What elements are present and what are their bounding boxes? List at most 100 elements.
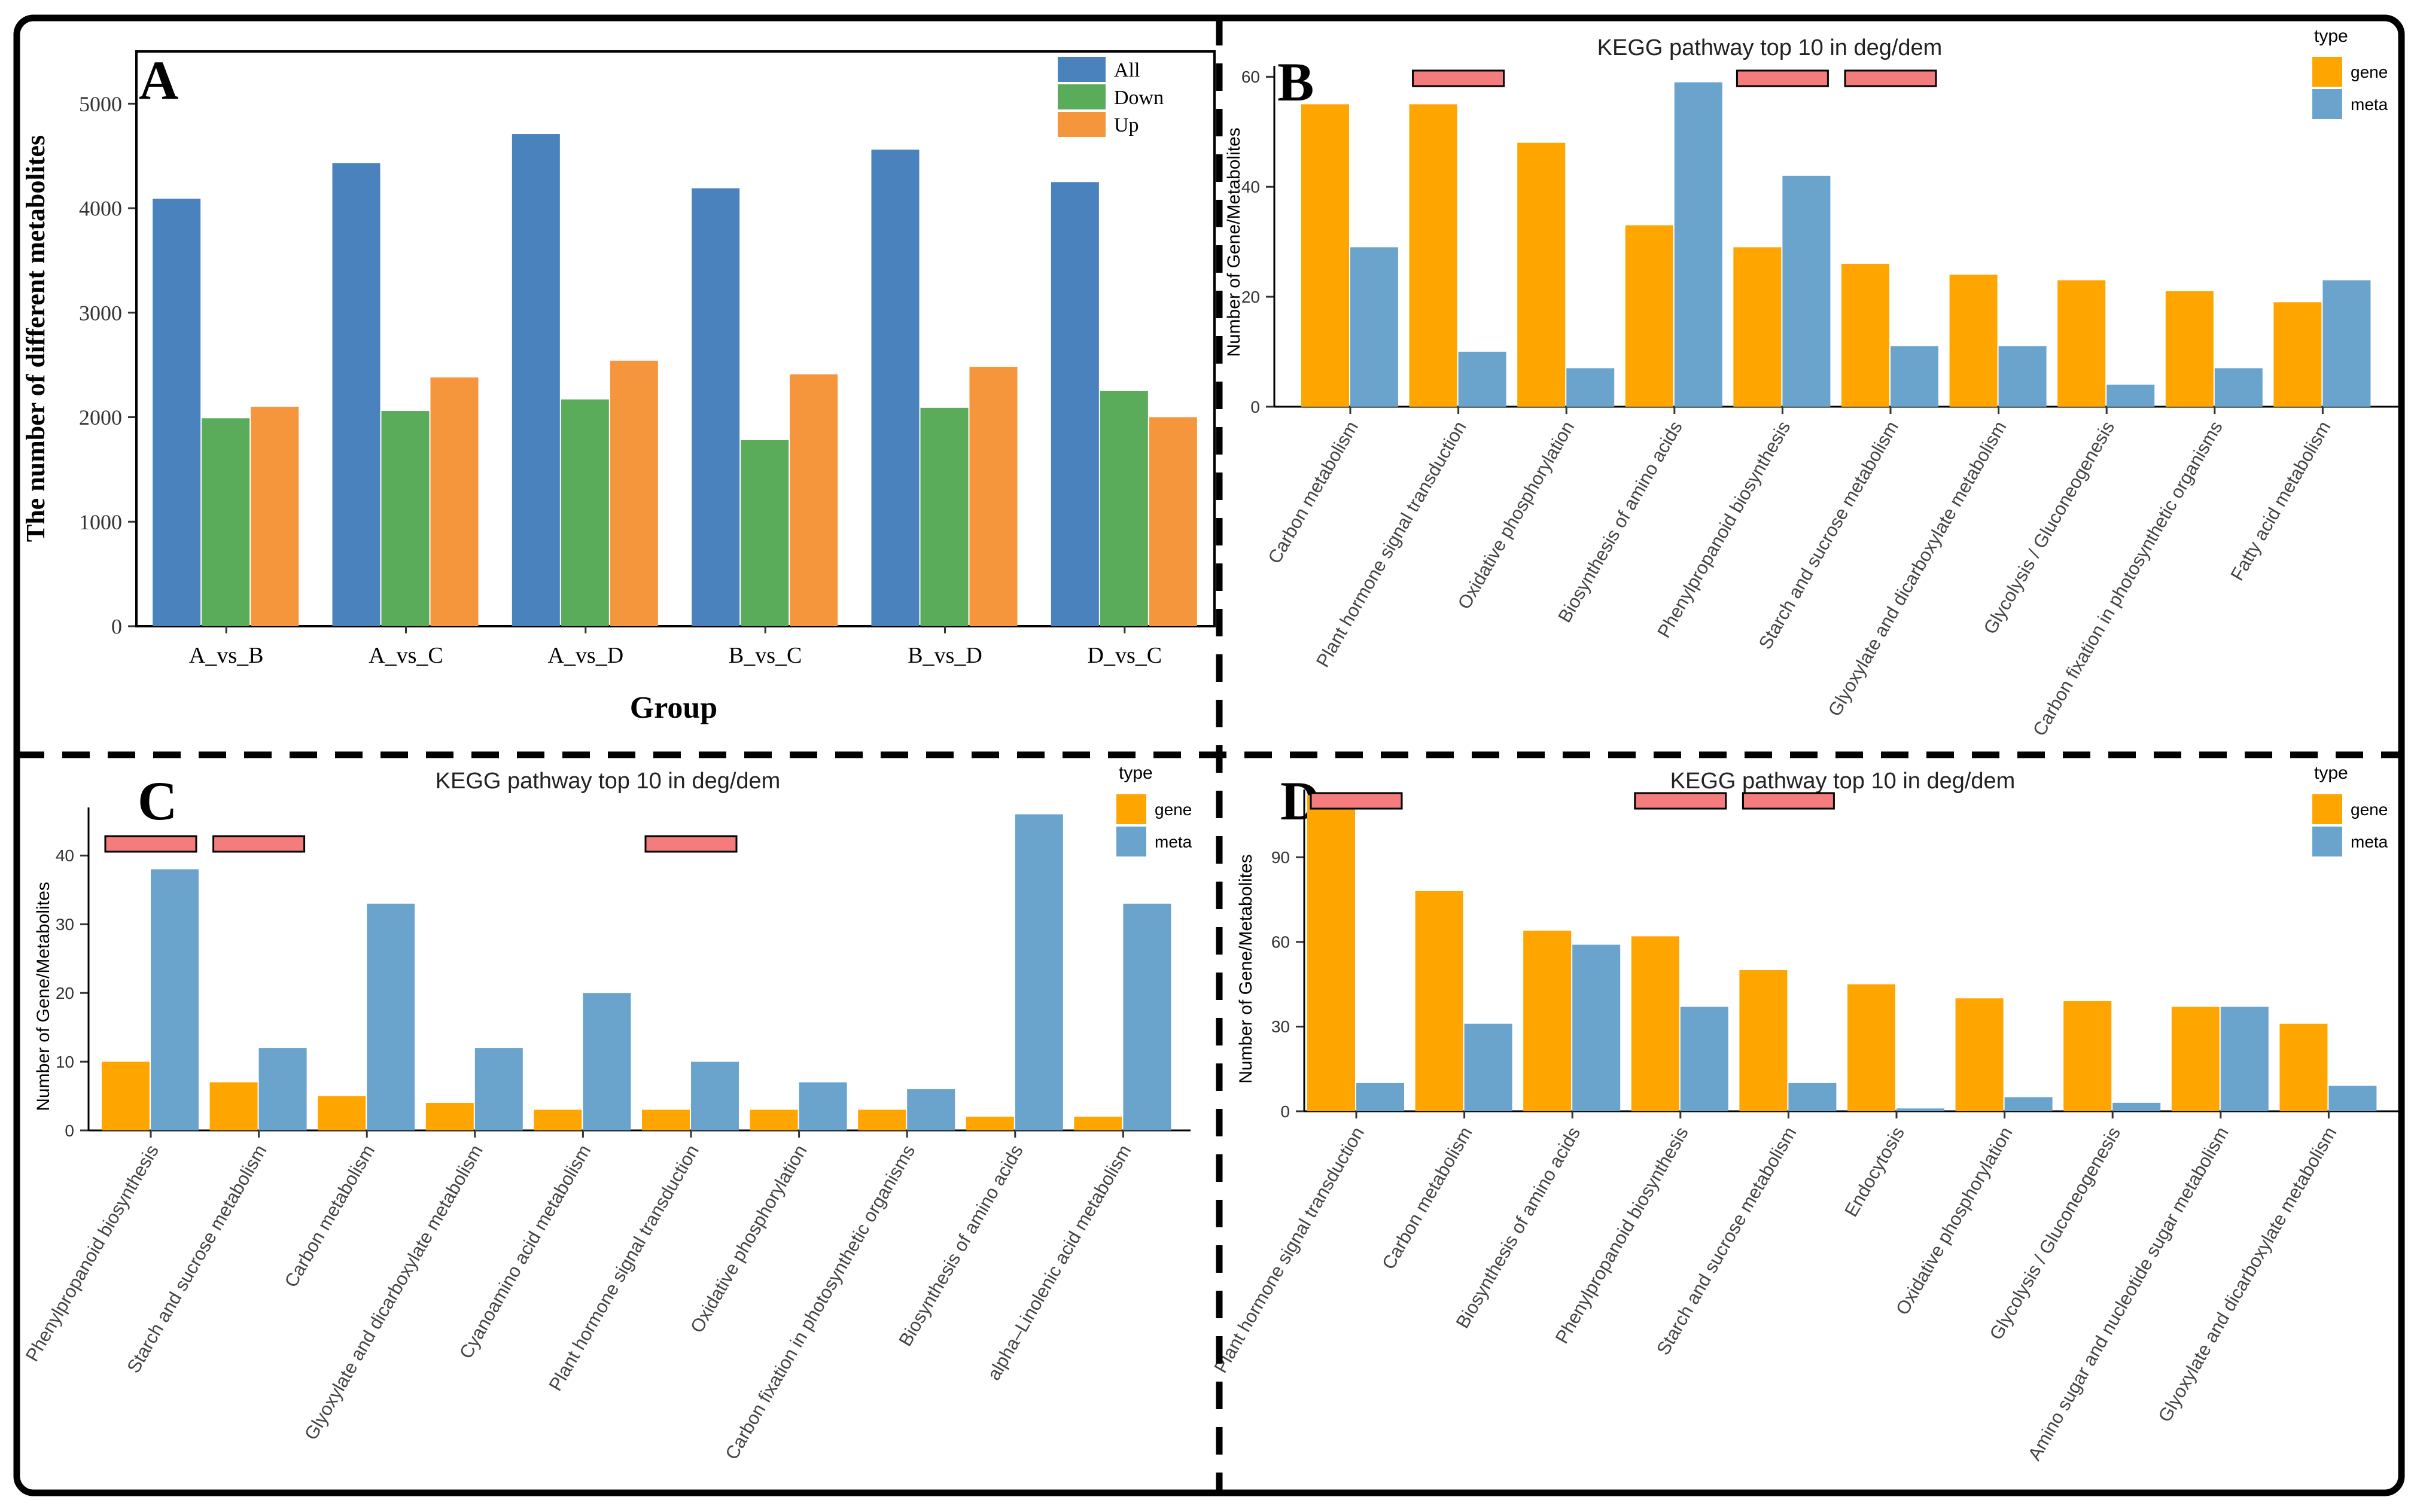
bar-meta-9 bbox=[2214, 368, 2263, 407]
legend-label-down: Down bbox=[1114, 87, 1164, 109]
y-axis-title: The number of different metabolites bbox=[21, 135, 50, 542]
bar-gene-7 bbox=[750, 1109, 798, 1130]
chart-title: KEGG pathway top 10 in deg/dem bbox=[1597, 35, 1943, 60]
bar-meta-2 bbox=[258, 1048, 307, 1130]
bar-gene-1 bbox=[1301, 104, 1349, 407]
legend-label-gene: gene bbox=[2351, 800, 2388, 819]
bar-down-4 bbox=[741, 440, 789, 626]
bar-all-3 bbox=[512, 134, 560, 626]
legend-swatch-up bbox=[1058, 112, 1106, 137]
bar-gene-6 bbox=[1847, 984, 1895, 1111]
panel-letter-A: A bbox=[139, 50, 178, 111]
y-axis-title: Number of Gene/Metabolites bbox=[1236, 854, 1256, 1084]
y-tick-label: 4000 bbox=[79, 197, 122, 221]
bar-meta-8 bbox=[2106, 385, 2155, 407]
bar-up-6 bbox=[1149, 417, 1197, 626]
legend-label-gene: gene bbox=[1155, 800, 1192, 819]
bar-all-5 bbox=[871, 150, 920, 626]
x-axis-title: Group bbox=[630, 691, 717, 725]
x-tick-label: D_vs_C bbox=[1088, 643, 1162, 668]
bar-meta-3 bbox=[1566, 368, 1615, 407]
highlight-marker bbox=[1844, 69, 1937, 87]
bar-up-5 bbox=[969, 367, 1018, 626]
bar-meta-5 bbox=[1788, 1083, 1837, 1111]
legend-swatch-meta bbox=[2312, 827, 2342, 856]
x-tick-label: A_vs_D bbox=[547, 643, 623, 668]
y-axis-title: Number of Gene/Metabolites bbox=[34, 882, 53, 1111]
panel-A: A 0 1000 2000 3000 4000 5000 A_vs_B A_vs_C A_vs_D… bbox=[21, 50, 1216, 725]
highlight-marker bbox=[1634, 792, 1727, 810]
bar-gene-7 bbox=[1949, 275, 1998, 407]
x-tick-label: B_vs_C bbox=[729, 643, 802, 668]
legend-swatch-meta bbox=[1116, 827, 1146, 856]
bar-meta-1 bbox=[1356, 1083, 1404, 1111]
legend-label-gene: gene bbox=[2351, 63, 2388, 81]
plot-frame bbox=[135, 50, 1216, 627]
bar-gene-9 bbox=[966, 1117, 1014, 1130]
y-tick-label: 10 bbox=[56, 1053, 74, 1071]
bar-gene-4 bbox=[425, 1103, 474, 1130]
bar-gene-10 bbox=[2279, 1023, 2328, 1111]
bar-gene-9 bbox=[2171, 1007, 2220, 1111]
bar-meta-3 bbox=[367, 903, 415, 1130]
bar-all-4 bbox=[692, 188, 740, 627]
bar-gene-9 bbox=[2165, 291, 2214, 407]
bar-meta-10 bbox=[2328, 1086, 2377, 1111]
y-tick-label: 2000 bbox=[79, 406, 122, 429]
bar-meta-6 bbox=[691, 1062, 739, 1130]
bar-gene-8 bbox=[858, 1109, 906, 1130]
bar-gene-3 bbox=[318, 1096, 366, 1130]
bar-gene-4 bbox=[1625, 225, 1673, 407]
bar-all-2 bbox=[332, 163, 380, 626]
bar-gene-4 bbox=[1631, 936, 1679, 1111]
bar-up-1 bbox=[251, 407, 299, 626]
legend-label-meta: meta bbox=[1155, 833, 1192, 851]
bar-all-1 bbox=[153, 199, 201, 626]
x-tick-label: A_vs_B bbox=[189, 643, 264, 668]
bar-gene-5 bbox=[1733, 247, 1782, 407]
bar-gene-5 bbox=[1739, 970, 1788, 1111]
bar-meta-8 bbox=[2112, 1102, 2161, 1111]
bar-gene-1 bbox=[1307, 795, 1355, 1111]
bar-gene-7 bbox=[1955, 998, 2004, 1111]
bar-up-4 bbox=[790, 374, 838, 626]
bar-meta-1 bbox=[1350, 247, 1398, 407]
y-tick-label: 5000 bbox=[79, 92, 122, 116]
bar-meta-4 bbox=[1680, 1007, 1728, 1111]
bar-meta-5 bbox=[1782, 175, 1831, 407]
bar-gene-6 bbox=[642, 1109, 690, 1130]
y-tick-label: 60 bbox=[1271, 933, 1290, 952]
bar-down-2 bbox=[381, 411, 430, 626]
highlight-marker bbox=[212, 835, 306, 853]
bar-down-5 bbox=[920, 407, 969, 626]
bar-meta-2 bbox=[1458, 352, 1506, 407]
bar-gene-3 bbox=[1517, 142, 1566, 407]
y-tick-label: 40 bbox=[56, 846, 74, 865]
x-tick-label: A_vs_C bbox=[369, 643, 443, 668]
legend-label-meta: meta bbox=[2351, 95, 2388, 114]
y-tick-label: 40 bbox=[1241, 178, 1260, 196]
bar-meta-10 bbox=[1123, 903, 1171, 1130]
bar-down-6 bbox=[1100, 391, 1148, 626]
bar-gene-8 bbox=[2057, 280, 2106, 407]
bar-meta-2 bbox=[1464, 1023, 1512, 1111]
legend-title: type bbox=[2314, 763, 2348, 783]
y-tick-label: 20 bbox=[56, 984, 74, 1002]
y-tick-label: 30 bbox=[1271, 1017, 1290, 1036]
bar-meta-7 bbox=[2004, 1097, 2053, 1111]
bar-meta-9 bbox=[1015, 814, 1063, 1130]
x-tick-label: B_vs_D bbox=[908, 643, 982, 668]
chart-title: KEGG pathway top 10 in deg/dem bbox=[436, 769, 781, 794]
bar-meta-3 bbox=[1572, 944, 1621, 1111]
bar-gene-2 bbox=[1415, 891, 1463, 1111]
legend-label-up: Up bbox=[1114, 114, 1139, 136]
y-tick-label: 0 bbox=[111, 615, 122, 639]
bar-meta-6 bbox=[1897, 1108, 1944, 1111]
bar-gene-10 bbox=[1074, 1117, 1122, 1130]
bar-meta-9 bbox=[2220, 1007, 2269, 1111]
bar-meta-4 bbox=[1674, 82, 1722, 407]
highlight-marker bbox=[104, 835, 197, 853]
bar-meta-1 bbox=[151, 869, 199, 1130]
